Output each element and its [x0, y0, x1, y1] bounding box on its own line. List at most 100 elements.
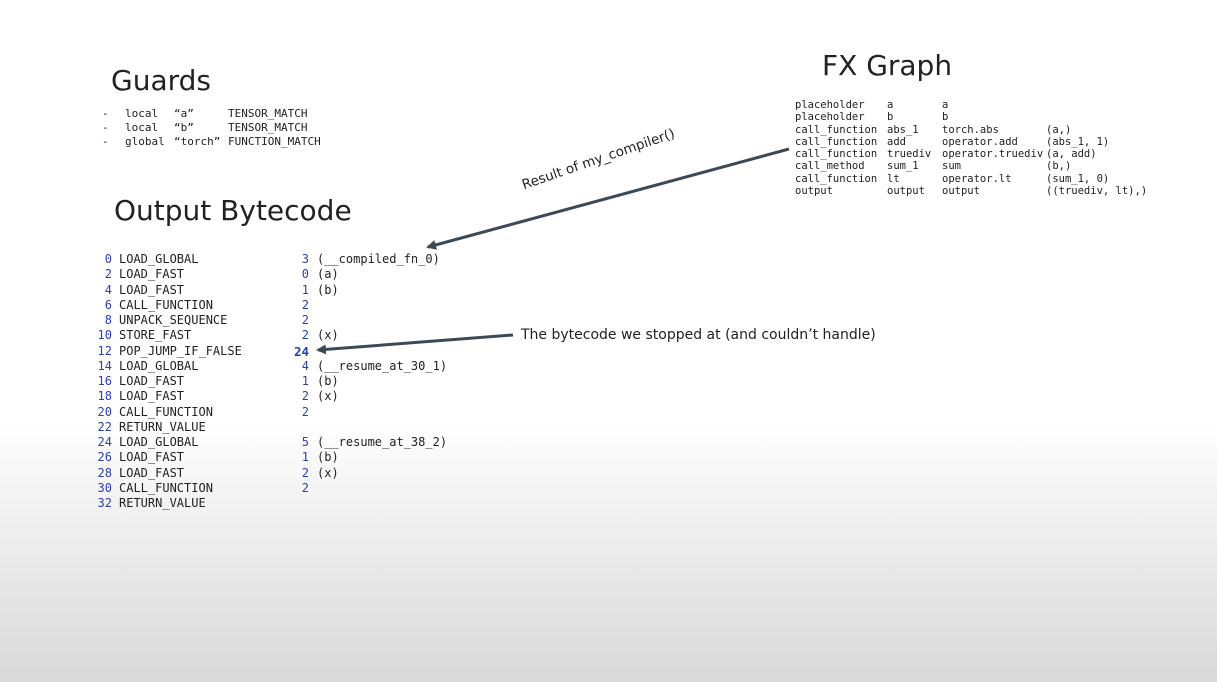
bytecode-opname: RETURN_VALUE [119, 419, 206, 434]
fx-opcode: call_method [795, 160, 865, 173]
bytecode-opname: LOAD_FAST [119, 465, 185, 480]
bytecode-annotation: (__resume_at_30_1) [317, 358, 448, 373]
bytecode-arg: 2 [301, 389, 309, 404]
bytecode-opname: POP_JUMP_IF_FALSE [119, 343, 242, 358]
bytecode-annotation: (__compiled_fn_0) [317, 252, 440, 266]
fx-graph-table: placeholder a a placeholder b b call_function a… [795, 99, 1175, 197]
bytecode-arg: 24 [293, 343, 309, 359]
bytecode-opname: CALL_FUNCTION [119, 297, 213, 312]
bytecode-annotation: (x) [317, 389, 339, 404]
fx-graph-row: placeholder b b [795, 111, 1175, 123]
fx-target: torch.abs [942, 123, 999, 136]
fx-graph-row: call_function lt operator.lt (sum_1, 0) [795, 173, 1175, 185]
bytecode-annotation: (b) [317, 374, 339, 388]
bytecode-arg: 1 [301, 282, 309, 297]
bytecode-annotation: (a) [317, 267, 339, 282]
fx-opcode: output [795, 185, 833, 198]
bytecode-offset: 8 [104, 313, 112, 327]
bytecode-annotation: (x) [317, 465, 339, 480]
bytecode-annotation: (b) [317, 282, 339, 297]
bytecode-arg: 2 [301, 297, 309, 312]
fx-graph-row: call_method sum_1 sum (b,) [795, 160, 1175, 172]
guard-row: - global “torch” FUNCTION_MATCH [102, 135, 362, 149]
fx-args: (sum_1, 0) [1046, 172, 1110, 185]
bytecode-opname: LOAD_GLOBAL [119, 435, 199, 449]
fx-graph-row: call_function add operator.add (abs_1, 1) [795, 136, 1175, 148]
fx-name: truediv [887, 148, 932, 161]
fx-graph-title: FX Graph [822, 49, 953, 82]
fx-args: ((truediv, lt),) [1046, 185, 1148, 198]
fx-name: add [887, 135, 906, 148]
bytecode-arg: 4 [301, 358, 309, 373]
fx-opcode: call_function [795, 123, 878, 136]
guards-title: Guards [111, 64, 211, 97]
bytecode-arg: 1 [301, 450, 309, 465]
bytecode-opname: LOAD_FAST [119, 374, 185, 388]
bytecode-arg: 1 [301, 374, 309, 388]
fx-target: operator.truediv [942, 148, 1044, 161]
fx-target: sum [942, 160, 961, 173]
bytecode-offset: 28 [97, 465, 112, 480]
bytecode-opname: LOAD_GLOBAL [119, 358, 199, 373]
guards-list: - local “a” TENSOR_MATCH - local “b” TENSOR_MAT… [102, 107, 362, 149]
bytecode-opname: LOAD_FAST [119, 450, 185, 465]
bytecode-opname: CALL_FUNCTION [119, 480, 213, 495]
bytecode-offset: 24 [97, 435, 112, 449]
fx-target: a [942, 99, 949, 111]
bytecode-offset: 30 [97, 480, 112, 495]
bytecode-arg: 2 [301, 465, 309, 480]
bytecode-opname: UNPACK_SEQUENCE [119, 313, 228, 327]
bytecode-opname: LOAD_FAST [119, 282, 185, 297]
bytecode-row: 26 LOAD_FAST 1 (b) [90, 450, 470, 465]
bytecode-offset: 26 [97, 450, 112, 465]
fx-opcode: call_function [795, 135, 878, 148]
bytecode-offset: 22 [97, 419, 112, 434]
bytecode-row: 6 CALL_FUNCTION 2 [90, 298, 470, 313]
guard-scope: global [125, 135, 165, 148]
output-bytecode-title: Output Bytecode [114, 194, 352, 227]
bytecode-row: 0 LOAD_GLOBAL 3 (__compiled_fn_0) [90, 252, 470, 267]
fx-graph-row: call_function truediv operator.truediv (a, … [795, 148, 1175, 160]
bytecode-annotation: (b) [317, 450, 339, 465]
bytecode-offset: 12 [97, 343, 112, 358]
bytecode-opname: LOAD_FAST [119, 389, 185, 404]
fx-name: a [887, 99, 894, 111]
fx-opcode: call_function [795, 148, 878, 161]
fx-name: output [887, 185, 925, 198]
fx-target: b [942, 111, 949, 124]
bytecode-opname: LOAD_GLOBAL [119, 252, 199, 266]
bytecode-arg: 5 [301, 435, 309, 449]
fx-opcode: placeholder [795, 99, 865, 111]
bytecode-arg: 2 [301, 404, 309, 419]
bytecode-offset: 6 [104, 297, 112, 312]
bytecode-arg: 2 [301, 313, 309, 327]
guard-row: - local “b” TENSOR_MATCH [102, 121, 362, 135]
bytecode-row: 22 RETURN_VALUE [90, 420, 470, 435]
bytecode-offset: 0 [104, 252, 112, 266]
bytecode-row: 8 UNPACK_SEQUENCE 2 [90, 313, 470, 328]
guard-variable: “torch” [174, 135, 221, 148]
bytecode-listing: 0 LOAD_GLOBAL 3 (__compiled_fn_0) 2 LOAD_FAST… [90, 252, 470, 511]
guard-type: TENSOR_MATCH [228, 121, 308, 134]
bytecode-arg: 0 [301, 267, 309, 282]
bytecode-arg: 2 [301, 328, 309, 343]
guard-row: - local “a” TENSOR_MATCH [102, 107, 362, 121]
bytecode-row: 30 CALL_FUNCTION 2 [90, 481, 470, 496]
fx-args: (a, add) [1046, 148, 1097, 161]
bytecode-opname: LOAD_FAST [119, 267, 185, 282]
bytecode-row: 14 LOAD_GLOBAL 4 (__resume_at_30_1) [90, 359, 470, 374]
guard-scope: local [125, 121, 159, 134]
stopped-annotation: The bytecode we stopped at (and couldn’t… [521, 327, 876, 343]
bytecode-offset: 14 [97, 358, 112, 373]
guard-scope: local [125, 107, 159, 120]
guard-variable: “b” [174, 121, 194, 134]
bytecode-annotation: (x) [317, 328, 339, 343]
fx-args: (b,) [1046, 160, 1072, 173]
bytecode-opname: CALL_FUNCTION [119, 404, 213, 419]
fx-name: abs_1 [887, 123, 919, 136]
guard-bullet: - [102, 135, 109, 148]
bytecode-row: 12 POP_JUMP_IF_FALSE 24 [90, 344, 470, 359]
bytecode-row: 16 LOAD_FAST 1 (b) [90, 374, 470, 389]
fx-target: operator.lt [942, 172, 1012, 185]
fx-graph-row: output output output ((truediv, lt),) [795, 185, 1175, 197]
